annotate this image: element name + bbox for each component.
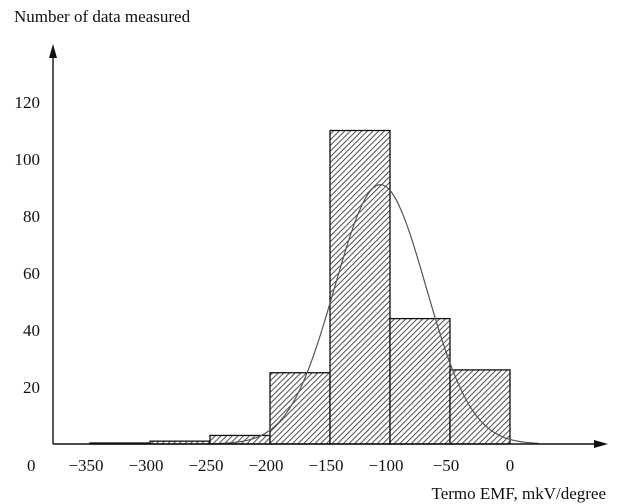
y-axis-arrow bbox=[49, 44, 57, 58]
x-tick-label: −200 bbox=[248, 456, 283, 475]
y-tick-labels: 20 40 60 80 100 120 bbox=[15, 93, 41, 397]
y-tick-label: 60 bbox=[23, 264, 40, 283]
y-axis-label: Number of data measured bbox=[14, 7, 191, 26]
x-tick-label: 0 bbox=[506, 456, 515, 475]
bar-3 bbox=[269, 372, 331, 445]
y-tick-label: 80 bbox=[23, 207, 40, 226]
x-tick-label: −350 bbox=[68, 456, 103, 475]
x-axis-label: Termo EMF, mkV/degree bbox=[432, 484, 607, 503]
x-tick-label: −300 bbox=[128, 456, 163, 475]
x-tick-labels: −350 −300 −250 −200 −150 −100 −50 0 bbox=[68, 456, 514, 475]
y-tick-label: 40 bbox=[23, 321, 40, 340]
x-tick-label: −150 bbox=[308, 456, 343, 475]
bar-6 bbox=[449, 369, 511, 445]
x-tick-label: −250 bbox=[188, 456, 223, 475]
y-tick-label: 120 bbox=[15, 93, 41, 112]
bars-group bbox=[89, 129, 511, 445]
bar-5 bbox=[389, 317, 451, 445]
y-tick-label: 20 bbox=[23, 378, 40, 397]
bar-2 bbox=[209, 434, 271, 445]
bar-4 bbox=[329, 129, 391, 445]
x-tick-label: −100 bbox=[368, 456, 403, 475]
y-tick-label: 100 bbox=[15, 150, 41, 169]
x-axis-arrow bbox=[594, 440, 608, 448]
x-tick-label: −50 bbox=[433, 456, 460, 475]
fit-curve bbox=[209, 183, 539, 445]
origin-label: 0 bbox=[27, 456, 36, 475]
